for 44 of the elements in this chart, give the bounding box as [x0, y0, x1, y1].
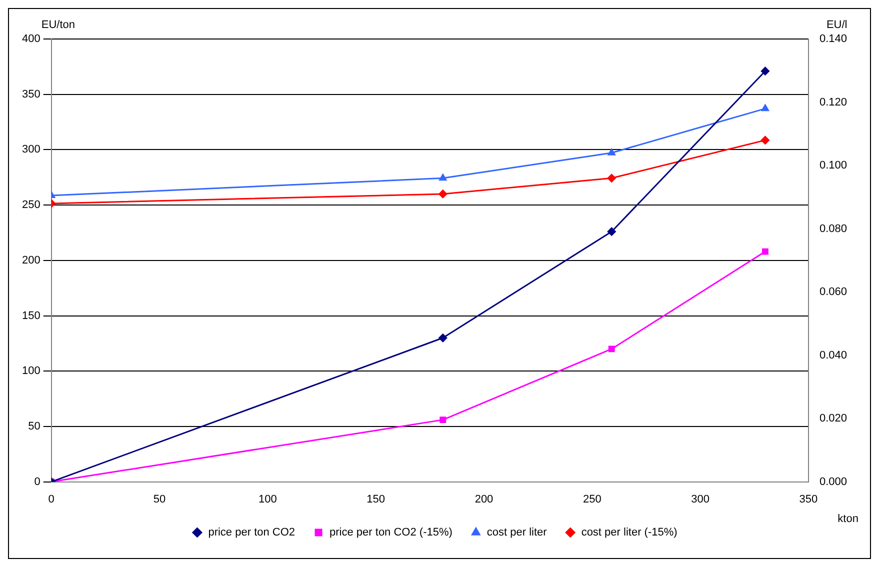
legend-label: price per ton CO2: [208, 526, 296, 539]
y2-axis-title: EU/l: [826, 19, 848, 32]
x-tick-label: 350: [799, 493, 818, 506]
y2-tick-label: 0.020: [819, 412, 848, 425]
point: [439, 174, 447, 181]
y2-tick-label: 0.080: [819, 222, 848, 235]
x-tick-label: 200: [474, 493, 494, 506]
y2-tick-label: 0.060: [819, 286, 848, 298]
y2-tick-label: 0.040: [819, 349, 848, 362]
y2-tick-label: 0.000: [819, 476, 848, 488]
y-axis-title: EU/ton: [41, 19, 75, 32]
y-tick-label: 150: [22, 310, 40, 322]
legend-label: cost per liter (-15%): [581, 526, 678, 539]
y-tick-label: 350: [22, 88, 40, 100]
x-tick-label: 100: [258, 493, 277, 506]
x-tick-label: 150: [366, 493, 386, 506]
point: [440, 416, 446, 424]
x-tick-label: 0: [48, 493, 54, 506]
point: [760, 66, 770, 76]
y-tick-label: 50: [28, 420, 40, 432]
point: [761, 104, 769, 112]
x-tick-label: 300: [691, 493, 710, 506]
legend-label: cost per liter: [486, 526, 548, 539]
point: [438, 190, 448, 198]
y-tick-label: 250: [22, 199, 40, 212]
point: [760, 136, 770, 144]
point: [607, 227, 616, 236]
y2-tick-label: 0.120: [819, 96, 848, 108]
y-tick-label: 200: [22, 254, 40, 266]
y-tick-label: 300: [22, 144, 40, 156]
legend-label: price per ton CO2 (-15%): [330, 526, 452, 539]
y-tick-label: 0: [34, 476, 40, 488]
y-tick-label: 400: [22, 33, 40, 46]
x-axis-title: kton: [838, 512, 858, 525]
point: [762, 248, 768, 255]
y2-tick-label: 0.100: [819, 160, 848, 172]
y2-tick-label: 0.140: [819, 33, 848, 46]
x-tick-label: 250: [582, 493, 602, 506]
y-tick-label: 100: [22, 365, 40, 378]
x-tick-label: 50: [153, 493, 166, 506]
point: [607, 174, 616, 182]
point: [438, 334, 448, 342]
point: [608, 346, 615, 352]
point: [608, 148, 616, 156]
